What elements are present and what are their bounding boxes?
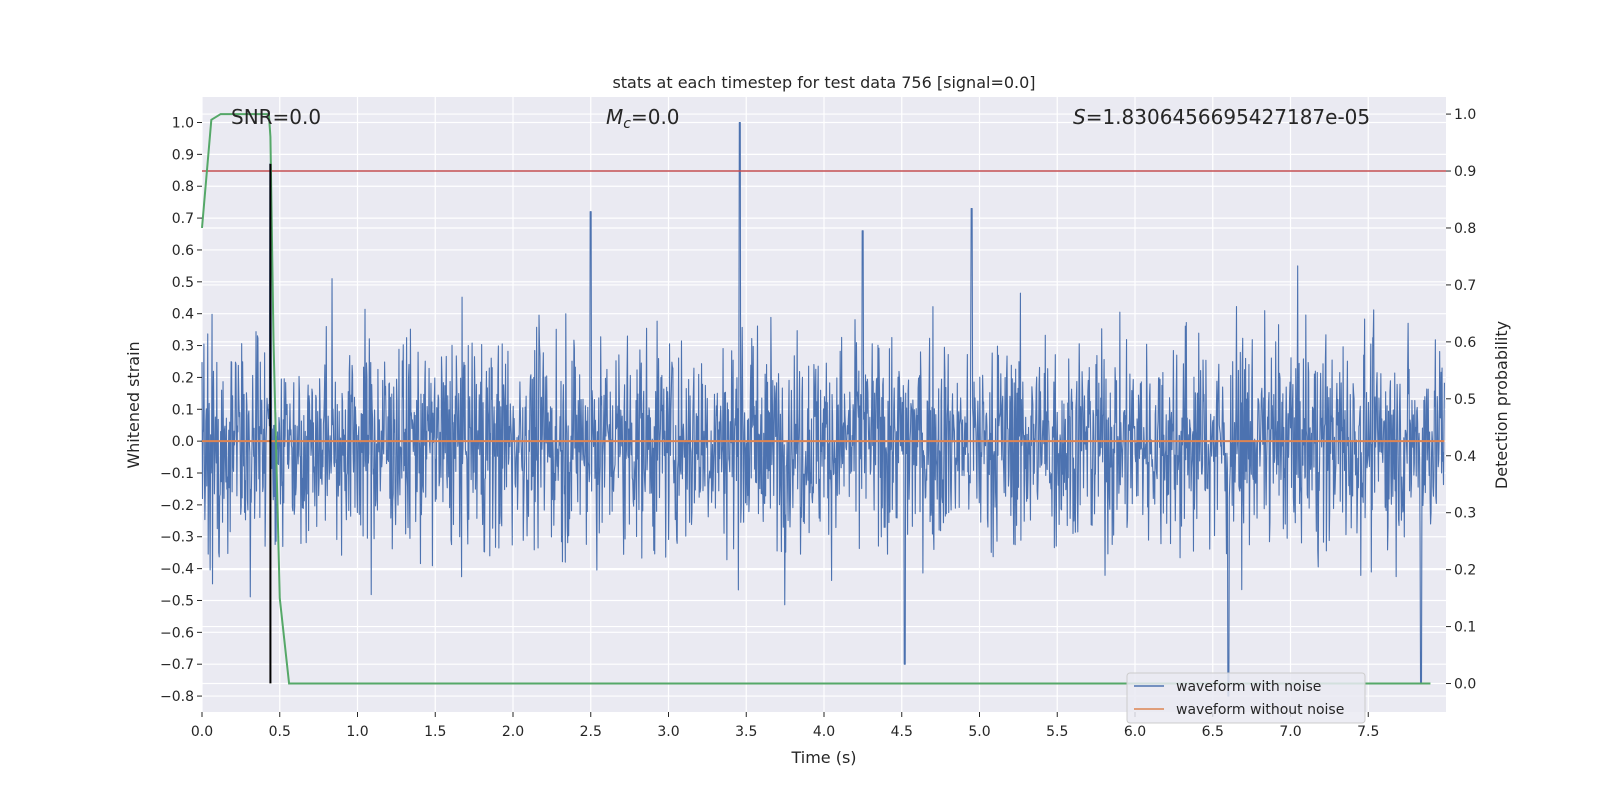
chart-title: stats at each timestep for test data 756…: [612, 73, 1035, 92]
y-tick-label-right: 0.0: [1454, 677, 1476, 693]
x-tick-label: 7.5: [1357, 724, 1379, 740]
series-waveform-with-noise: [201, 121, 1445, 697]
mc-annotation: Mc=0.0: [606, 105, 680, 132]
legend-box: [1126, 672, 1366, 724]
y-tick-label-left: −0.3: [160, 530, 194, 546]
legend: waveform with noise waveform without noi…: [1126, 672, 1366, 724]
x-tick-label: 4.0: [813, 724, 835, 740]
x-tick-label: 6.0: [1124, 724, 1146, 740]
x-tick-label: 0.5: [269, 724, 291, 740]
series-detection-probability: [201, 113, 1431, 685]
s-annotation: S=1.8306456695427187e-05: [1073, 105, 1370, 129]
y-tick-label-left: −0.7: [160, 657, 194, 673]
y-tick-label-left: 0.9: [172, 147, 194, 163]
legend-label-clean: waveform without noise: [1176, 702, 1344, 718]
y-tick-label-left: 0.5: [172, 275, 194, 291]
x-tick-label: 3.5: [735, 724, 757, 740]
y-tick-label-left: −0.4: [160, 562, 194, 578]
y-tick-label-left: 0.2: [172, 370, 194, 386]
y-tick-label-right: 1.0: [1454, 107, 1476, 123]
x-tick-label: 2.0: [502, 724, 524, 740]
x-tick-label: 7.0: [1279, 724, 1301, 740]
y-tick-label-right: 0.9: [1454, 164, 1476, 180]
y-tick-label-right: 0.1: [1454, 620, 1476, 636]
y-tick-label-left: 0.7: [172, 211, 194, 227]
snr-annotation: SNR=0.0: [231, 105, 321, 129]
y-tick-label-left: 0.1: [172, 402, 194, 418]
y-tick-label-right: 0.6: [1454, 335, 1476, 351]
y-tick-label-left: −0.5: [160, 593, 194, 609]
x-tick-label: 5.0: [968, 724, 990, 740]
mc-symbol: M: [606, 105, 623, 129]
x-tick-label: 4.5: [891, 724, 913, 740]
x-tick-label: 1.0: [346, 724, 368, 740]
y-axis-label-right: Detection probability: [1492, 321, 1511, 489]
y-tick-label-left: 0.6: [172, 243, 194, 259]
y-tick-label-left: 1.0: [172, 115, 194, 131]
y-tick-label-right: 0.8: [1454, 221, 1476, 237]
x-tick-label: 3.0: [657, 724, 679, 740]
y-tick-label-left: −0.2: [160, 498, 194, 514]
x-tick-label: 0.0: [191, 724, 213, 740]
axes: 0.0 0.5 1.0 1.5 2.0 2.5 3.0 3.5 4.0 4.5 5.0 5.5 6.0 6…: [160, 107, 1476, 740]
legend-label-noise: waveform with noise: [1176, 679, 1321, 695]
y-tick-label-left: 0.0: [172, 434, 194, 450]
y-tick-label-right: 0.3: [1454, 506, 1476, 522]
x-tick-label: 5.5: [1046, 724, 1068, 740]
y-tick-label-left: 0.8: [172, 179, 194, 195]
y-tick-label-right: 0.5: [1454, 392, 1476, 408]
y-tick-label-left: −0.8: [160, 689, 194, 705]
y-tick-label-left: −0.6: [160, 625, 194, 641]
mc-value: =0.0: [631, 105, 680, 129]
x-axis-label: Time (s): [790, 748, 856, 767]
s-value: =1.8306456695427187e-05: [1086, 105, 1370, 129]
y-tick-label-left: −0.1: [160, 466, 194, 482]
x-tick-label: 6.5: [1202, 724, 1224, 740]
x-tick-label: 2.5: [580, 724, 602, 740]
y-tick-label-right: 0.7: [1454, 278, 1476, 294]
y-tick-label-left: 0.3: [172, 339, 194, 355]
x-tick-label: 1.5: [424, 724, 446, 740]
y-tick-label-right: 0.4: [1454, 449, 1476, 465]
y-tick-label-left: 0.4: [172, 307, 194, 323]
mc-subscript: c: [623, 116, 631, 132]
s-symbol: S: [1073, 105, 1086, 129]
series-layer: [201, 113, 1446, 697]
y-tick-label-right: 0.2: [1454, 563, 1476, 579]
y-axis-label-left: Whitened strain: [124, 341, 143, 468]
